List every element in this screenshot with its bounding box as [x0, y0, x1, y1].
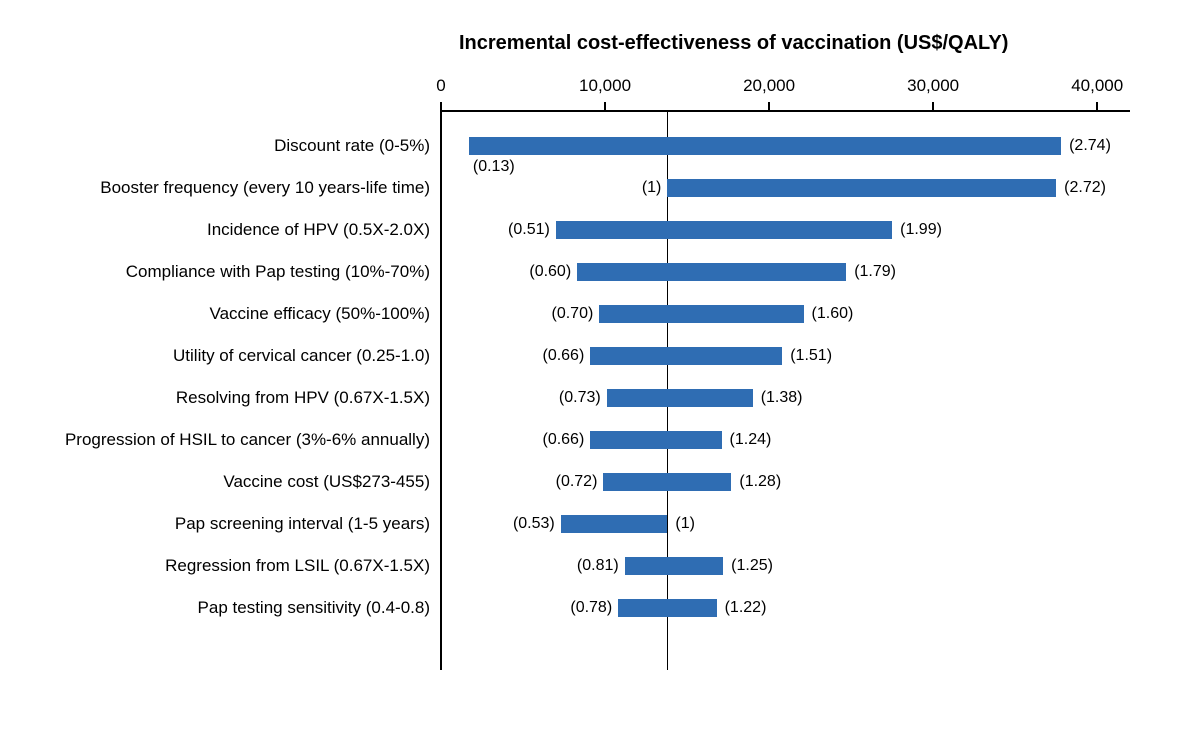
tornado-bar [667, 179, 1056, 197]
bar-low-value: (0.70) [513, 305, 593, 323]
bar-high-value: (2.74) [1069, 137, 1111, 155]
x-tick-label: 20,000 [743, 76, 795, 96]
bar-low-value: (1) [581, 179, 661, 197]
row-label: Booster frequency (every 10 years-life t… [0, 178, 430, 198]
bar-high-value: (1.79) [854, 263, 896, 281]
x-tick-mark [1096, 102, 1098, 110]
x-tick-mark [604, 102, 606, 110]
x-tick-label: 10,000 [579, 76, 631, 96]
bar-low-value: (0.53) [475, 515, 555, 533]
tornado-bar [618, 599, 716, 617]
x-tick-label: 0 [436, 76, 445, 96]
y-axis-line [440, 110, 442, 670]
row-label: Compliance with Pap testing (10%-70%) [0, 262, 430, 282]
tornado-bar [561, 515, 668, 533]
row-label: Progression of HSIL to cancer (3%-6% ann… [0, 430, 430, 450]
bar-high-value: (1.25) [731, 557, 773, 575]
row-label: Vaccine cost (US$273-455) [0, 472, 430, 492]
chart-title: Incremental cost-effectiveness of vaccin… [459, 32, 1008, 55]
tornado-bar [590, 431, 721, 449]
tornado-bar [556, 221, 892, 239]
x-tick-mark [932, 102, 934, 110]
row-label: Incidence of HPV (0.5X-2.0X) [0, 220, 430, 240]
bar-low-value: (0.81) [539, 557, 619, 575]
bar-high-value: (1.22) [725, 599, 767, 617]
bar-high-value: (2.72) [1064, 179, 1106, 197]
bar-high-value: (1.60) [812, 305, 854, 323]
bar-low-value: (0.78) [532, 599, 612, 617]
row-label: Regression from LSIL (0.67X-1.5X) [0, 556, 430, 576]
tornado-bar [607, 389, 753, 407]
x-tick-label: 30,000 [907, 76, 959, 96]
bar-high-value: (1.38) [761, 389, 803, 407]
tornado-bar [625, 557, 723, 575]
bar-low-value: (0.72) [517, 473, 597, 491]
row-label: Pap testing sensitivity (0.4-0.8) [0, 598, 430, 618]
bar-low-value: (0.60) [491, 263, 571, 281]
row-label: Resolving from HPV (0.67X-1.5X) [0, 388, 430, 408]
tornado-bar [590, 347, 782, 365]
bar-high-value: (1) [675, 515, 695, 533]
plot-area: 010,00020,00030,00040,000Discount rate (… [441, 110, 1130, 670]
tornado-chart: Incremental cost-effectiveness of vaccin… [0, 0, 1200, 733]
bar-low-value: (0.66) [504, 431, 584, 449]
bar-low-value: (0.13) [473, 158, 515, 176]
x-tick-mark [440, 102, 442, 110]
x-tick-mark [768, 102, 770, 110]
row-label: Discount rate (0-5%) [0, 136, 430, 156]
x-tick-label: 40,000 [1071, 76, 1123, 96]
row-label: Vaccine efficacy (50%-100%) [0, 304, 430, 324]
x-axis-line [441, 110, 1130, 112]
tornado-bar [469, 137, 1061, 155]
bar-low-value: (0.66) [504, 347, 584, 365]
bar-high-value: (1.99) [900, 221, 942, 239]
bar-high-value: (1.24) [730, 431, 772, 449]
bar-high-value: (1.51) [790, 347, 832, 365]
tornado-bar [603, 473, 731, 491]
bar-high-value: (1.28) [739, 473, 781, 491]
tornado-bar [599, 305, 803, 323]
row-label: Pap screening interval (1-5 years) [0, 514, 430, 534]
tornado-bar [577, 263, 846, 281]
bar-low-value: (0.51) [470, 221, 550, 239]
bar-low-value: (0.73) [521, 389, 601, 407]
row-label: Utility of cervical cancer (0.25-1.0) [0, 346, 430, 366]
